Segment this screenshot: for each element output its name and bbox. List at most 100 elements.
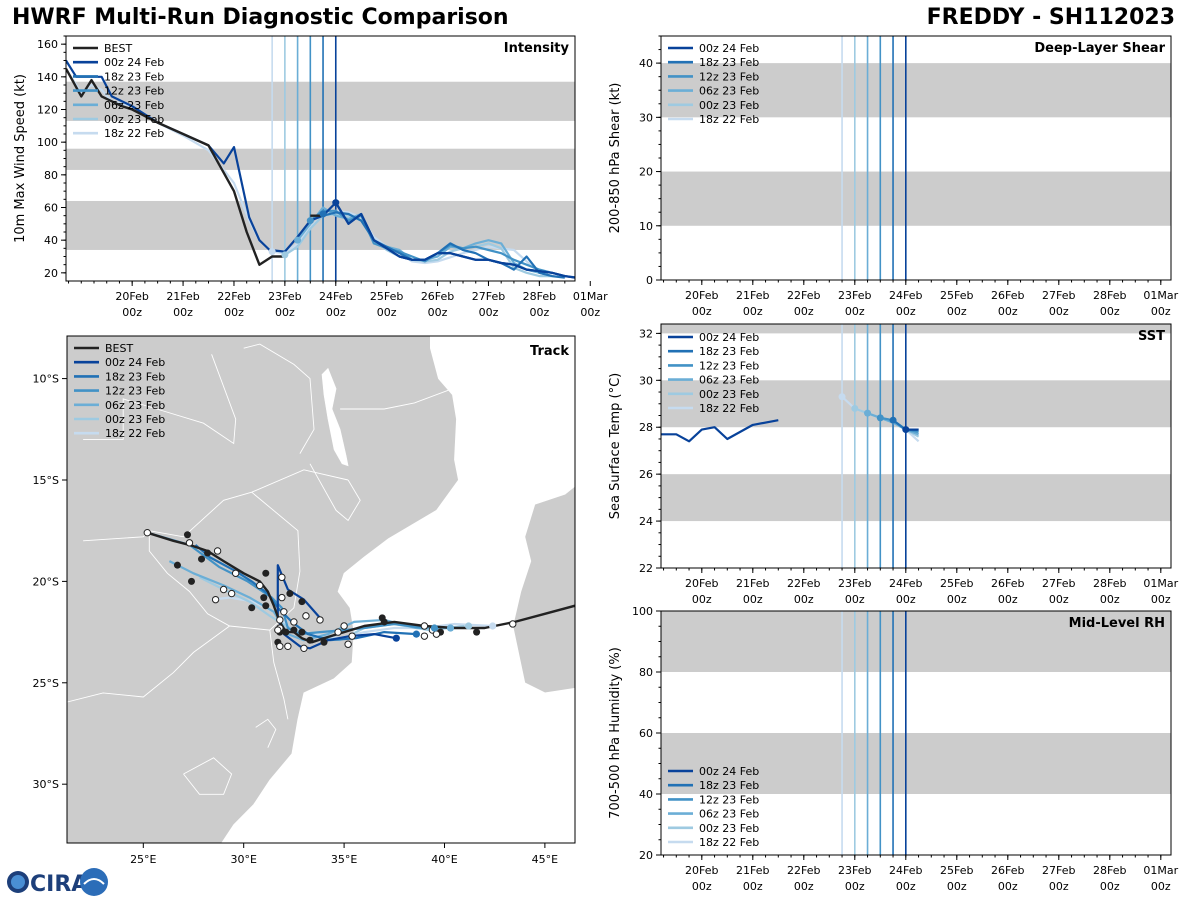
rh-xtick-hour: 00z	[1100, 880, 1120, 893]
shear-xtick-hour: 00z	[1049, 305, 1069, 318]
intensity-panel: 20 40 60 80 100 120 140 160 20Feb 00z 21Feb 00z 22Fe…	[13, 35, 608, 319]
rh-ytick-label: 60	[639, 727, 653, 740]
intensity-init-marker	[319, 210, 327, 218]
intensity-legend-label: BEST	[104, 42, 132, 55]
rh-xtick-hour: 00z	[947, 880, 967, 893]
best-track-point	[187, 577, 195, 585]
intensity-ytick-label: 40	[44, 234, 58, 247]
intensity-legend-label: 06z 23 Feb	[104, 99, 164, 112]
intensity-ylabel: 10m Max Wind Speed (kt)	[13, 74, 28, 243]
track-xtick-label: 35°E	[331, 853, 357, 866]
intensity-init-marker	[268, 248, 276, 256]
intensity-xtick-hour: 00z	[377, 306, 397, 319]
best-track-point	[306, 636, 314, 644]
track-xtick-label: 40°E	[431, 853, 457, 866]
cira-logo-text: CIRA	[30, 872, 88, 897]
intensity-ytick-label: 120	[37, 104, 58, 117]
track-open-point	[284, 642, 292, 650]
intensity-xtick-hour: 00z	[580, 306, 600, 319]
intensity-init-marker	[332, 199, 340, 207]
sst-xtick-day: 20Feb	[685, 577, 718, 590]
best-track-point	[262, 602, 270, 610]
shear-legend-label: 06z 23 Feb	[699, 85, 759, 98]
intensity-init-marker	[294, 236, 302, 244]
intensity-xtick-hour: 00z	[122, 306, 142, 319]
track-open-point	[334, 628, 342, 636]
track-init-marker	[412, 630, 420, 638]
rh-band-1	[661, 611, 1171, 672]
rh-xtick-hour: 00z	[845, 880, 865, 893]
shear-band-1	[661, 63, 1171, 118]
track-open-point	[280, 608, 288, 616]
sst-xtick-day: 23Feb	[838, 577, 871, 590]
track-open-point	[300, 644, 308, 653]
best-track-point	[378, 614, 386, 622]
rh-ytick-label: 40	[639, 788, 653, 801]
sst-plot-area	[661, 324, 1171, 568]
best-track-point	[260, 594, 268, 602]
best-track-point	[320, 638, 328, 646]
best-track-point	[298, 598, 306, 606]
rh-legend-label: 00z 23 Feb	[699, 822, 759, 835]
cira-logo: CIRA	[7, 868, 108, 897]
sst-band-0	[661, 474, 1171, 522]
track-legend-label: 00z 23 Feb	[105, 413, 165, 426]
shear-xtick-hour: 00z	[947, 305, 967, 318]
country-border	[67, 625, 230, 703]
shear-xtick-day: 21Feb	[736, 289, 769, 302]
intensity-legend-label: 00z 24 Feb	[104, 56, 164, 69]
rh-panel: 20 40 60 80 100 20Feb 00z 21Feb 00z 22Feb 00z 23Feb…	[608, 605, 1179, 893]
shear-plot-area	[661, 36, 1171, 280]
shear-xtick-hour: 00z	[743, 305, 763, 318]
track-open-point	[344, 640, 352, 648]
track-legend-label: 18z 22 Feb	[105, 427, 165, 440]
shear-xtick-hour: 00z	[998, 305, 1018, 318]
sst-xtick-hour: 00z	[1049, 593, 1069, 606]
best-track-point	[290, 626, 298, 634]
track-init-marker	[446, 624, 455, 632]
rh-ylabel: 700-500 hPa Humidity (%)	[608, 647, 623, 819]
track-open-point	[278, 573, 286, 582]
track-frame	[66, 335, 576, 844]
track-open-point	[432, 630, 441, 638]
track-open-point	[274, 626, 282, 634]
rh-ytick-label: 20	[639, 849, 653, 862]
rh-xtick-day: 01Mar	[1143, 864, 1178, 877]
intensity-legend-label: 18z 23 Feb	[104, 70, 164, 83]
best-track-point	[286, 590, 294, 598]
track-open-point	[256, 581, 264, 590]
sst-init-marker	[864, 409, 872, 417]
intensity-xtick-day: 27Feb	[472, 290, 505, 303]
sst-ytick-label: 28	[639, 421, 653, 434]
track-open-point	[276, 616, 284, 624]
rh-xtick-hour: 00z	[1151, 880, 1171, 893]
intensity-series-line	[334, 202, 575, 279]
rh-title: Mid-Level RH	[1069, 616, 1165, 631]
track-ytick-label: 30°S	[33, 778, 59, 791]
shear-ytick-label: 10	[639, 220, 653, 233]
intensity-xtick-day: 24Feb	[319, 290, 352, 303]
track-open-point	[185, 539, 194, 547]
shear-legend-label: 00z 23 Feb	[699, 99, 759, 112]
page-title: HWRF Multi-Run Diagnostic Comparison	[12, 5, 509, 30]
sst-xtick-day: 27Feb	[1042, 577, 1075, 590]
track-open-point	[290, 618, 298, 626]
rh-ytick-label: 80	[639, 666, 653, 679]
intensity-ytick-label: 60	[44, 202, 58, 215]
sst-init-marker	[889, 416, 897, 424]
sst-xtick-hour: 00z	[845, 593, 865, 606]
track-open-point	[340, 622, 348, 630]
track-panel: 25°E 30°E 35°E 40°E 45°E 10°S 15°S 20°S 25°S 30°S…	[33, 335, 576, 866]
intensity-xtick-hour: 00z	[173, 306, 193, 319]
intensity-xtick-hour: 00z	[275, 306, 295, 319]
shear-xtick-day: 22Feb	[787, 289, 820, 302]
best-track-point	[204, 549, 212, 557]
rh-legend-label: 12z 23 Feb	[699, 793, 759, 806]
sst-xtick-day: 24Feb	[889, 577, 922, 590]
best-track-point	[298, 628, 306, 636]
shear-xtick-day: 20Feb	[685, 289, 718, 302]
track-legend-label: BEST	[105, 342, 133, 355]
rh-ytick-label: 100	[632, 605, 653, 618]
rh-xtick-hour: 00z	[998, 880, 1018, 893]
track-open-point	[143, 529, 152, 537]
